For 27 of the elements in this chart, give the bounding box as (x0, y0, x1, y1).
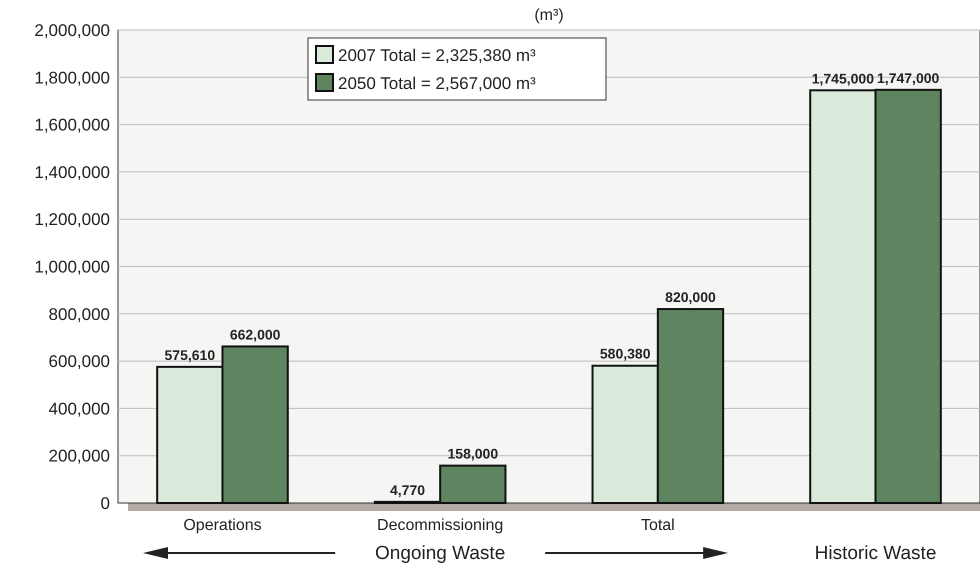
y-tick-label: 1,800,000 (34, 68, 110, 88)
data-label: 4,770 (390, 482, 426, 498)
data-label: 580,380 (600, 346, 651, 362)
data-label: 662,000 (230, 326, 281, 342)
y-tick-label: 2,000,000 (34, 21, 110, 40)
y-tick-label: 800,000 (48, 304, 110, 324)
y-tick-label: 600,000 (48, 352, 110, 372)
chart-title: (m³) (534, 7, 564, 24)
y-tick-label: 1,600,000 (34, 116, 110, 135)
legend-label: 2007 Total = 2,325,380 m³ (338, 46, 536, 65)
y-tick-label: 1,400,000 (34, 162, 110, 182)
data-label: 158,000 (448, 446, 498, 462)
y-tick-label: 0 (100, 494, 110, 513)
y-tick-label: 200,000 (48, 446, 110, 466)
data-label: 820,000 (665, 289, 716, 306)
y-tick-label: 1,200,000 (34, 210, 110, 230)
x-tick-label: Operations (183, 517, 262, 534)
y-tick-label: 400,000 (48, 399, 110, 418)
text: Historic Waste (814, 543, 936, 564)
text: Ongoing Waste (375, 543, 506, 564)
legend-label: 2050 Total = 2,567,000 m³ (338, 74, 536, 93)
data-label: 1,747,000 (877, 70, 940, 86)
data-label: 575,610 (164, 346, 216, 363)
x-tick-label: Decommissioning (377, 517, 504, 534)
data-label: 1,745,000 (812, 70, 874, 86)
x-tick-label: Total (640, 517, 675, 534)
y-tick-label: 1,000,000 (34, 258, 110, 276)
